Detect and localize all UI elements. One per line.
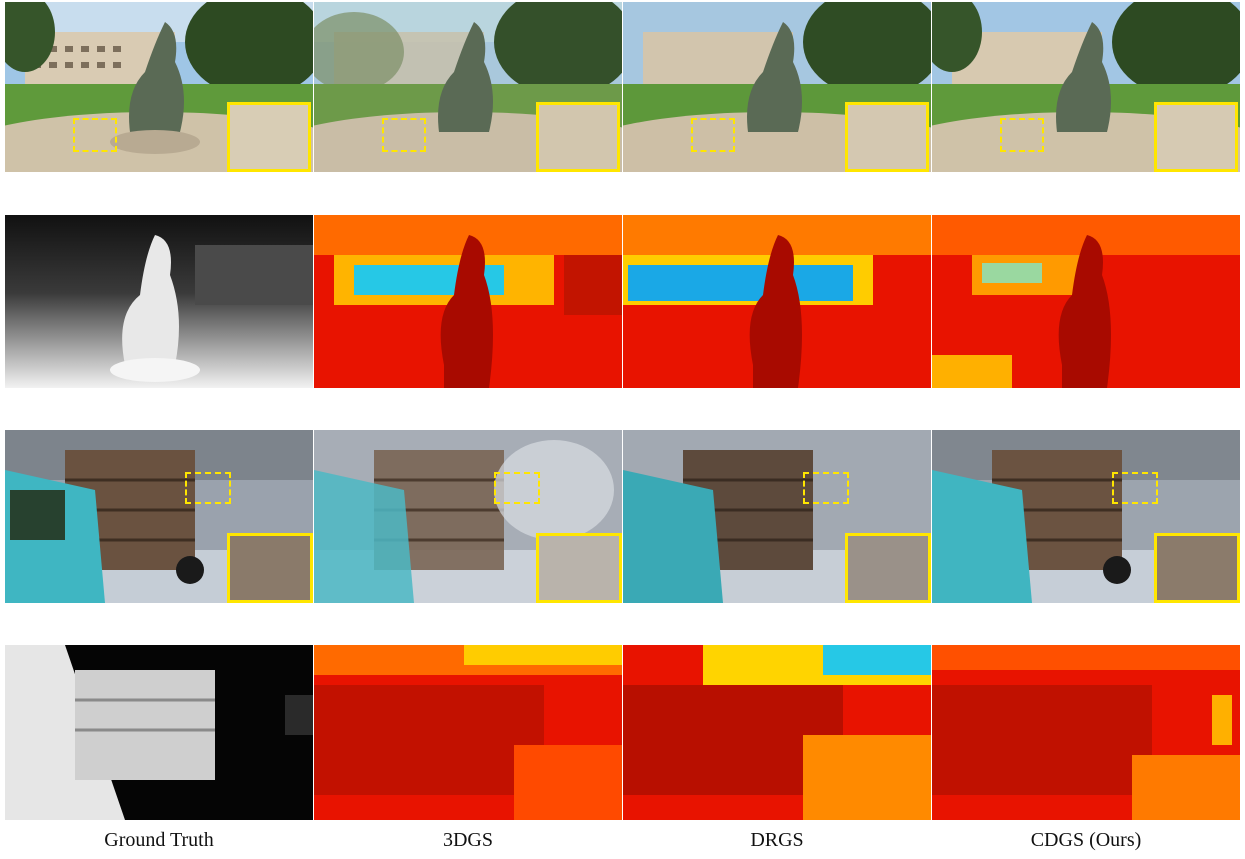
- zoom-box: [803, 472, 849, 504]
- zoom-box: [494, 472, 540, 504]
- statue-depth-ground-truth: [5, 215, 313, 388]
- zoom-inset: [227, 533, 313, 603]
- truck-depth-ground-truth: [5, 645, 313, 820]
- zoom-box: [691, 118, 735, 152]
- truck-rgb-cdgs: [932, 430, 1240, 603]
- zoom-box: [185, 472, 231, 504]
- truck-depth-drgs: [623, 645, 931, 820]
- zoom-inset: [845, 533, 931, 603]
- zoom-box: [1112, 472, 1158, 504]
- column-label-cdgs: CDGS (Ours): [1030, 829, 1142, 851]
- column-label-3dgs: 3DGS: [442, 829, 493, 851]
- column-label-ground-truth: Ground Truth: [104, 829, 214, 851]
- statue-depth-drgs: [623, 215, 931, 388]
- statue-depth-3dgs: [314, 215, 622, 388]
- zoom-box: [1000, 118, 1044, 152]
- truck-rgb-3dgs: [314, 430, 622, 603]
- zoom-inset: [1154, 533, 1240, 603]
- zoom-inset: [1154, 102, 1238, 172]
- truck-depth-cdgs: [932, 645, 1240, 820]
- zoom-inset: [845, 102, 929, 172]
- truck-rgb-drgs: [623, 430, 931, 603]
- statue-rgb-drgs: [623, 2, 931, 172]
- zoom-box: [73, 118, 117, 152]
- column-label-drgs: DRGS: [750, 829, 804, 851]
- statue-rgb-ground-truth: [5, 2, 313, 172]
- zoom-inset: [536, 102, 620, 172]
- truck-depth-3dgs: [314, 645, 622, 820]
- zoom-inset: [536, 533, 622, 603]
- statue-rgb-3dgs: [314, 2, 622, 172]
- statue-depth-cdgs: [932, 215, 1240, 388]
- truck-rgb-ground-truth: [5, 430, 313, 603]
- zoom-box: [382, 118, 426, 152]
- zoom-inset: [227, 102, 311, 172]
- statue-rgb-cdgs: [932, 2, 1240, 172]
